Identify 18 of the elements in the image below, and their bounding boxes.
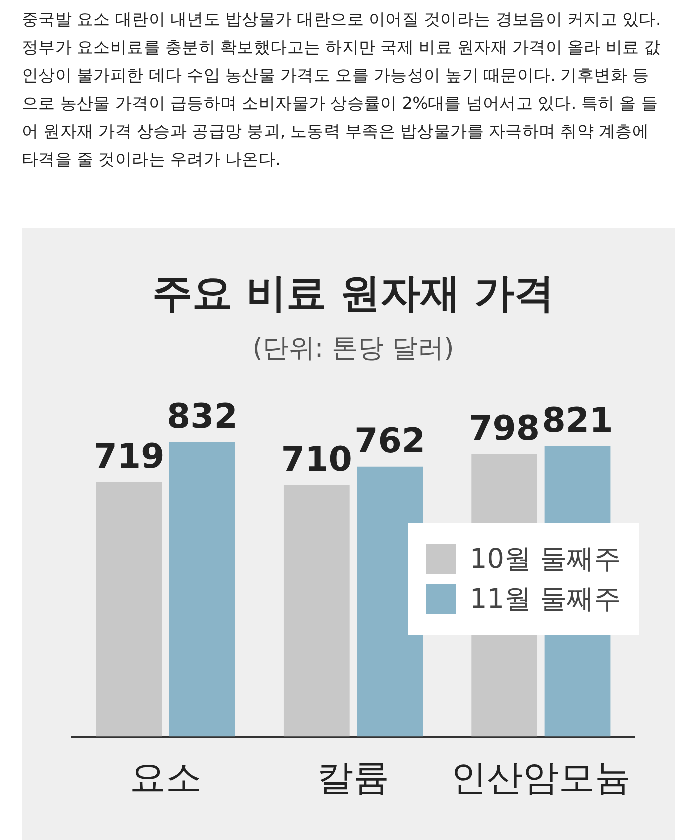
legend-label: 11월 둘째주 [470, 583, 621, 617]
legend-label: 10월 둘째주 [470, 543, 621, 577]
chart-subtitle: (단위: 톤당 달러) [252, 333, 456, 366]
data-label: 832 [166, 396, 238, 437]
data-label: 798 [469, 408, 540, 449]
data-label: 762 [354, 422, 426, 462]
bar [96, 482, 162, 737]
bar [357, 466, 424, 737]
data-label: 710 [281, 440, 352, 480]
bar [284, 485, 350, 737]
text: 중국발 요소 대란이 내년도 밥상물가 대란으로 이어질 것이라는 경보음이 커지고 있다. 정부가 요소비료를 충분히 확보했다고는 하지만 국제 비료 원자재 가격이 올라 비료 값 인상이 불가피한 데다 수입 농산물 가격도 오를 가능성이 높기 때문이다. 기후변화 등으로 농산물 가격이 급등하며 소비자물가 상승률이 2%대를 넘어서고 있다. 특히 올 들어 원자재 가격 상승과 공급망 붕괴, 노동력 부족은 밥상물가를 자극하며 취약 계층에 타격을 줄 것이라는 우려가 나온다. [21, 9, 662, 171]
bar [169, 442, 236, 737]
chart-title: 주요 비료 원자재 가격 [152, 270, 556, 319]
x-tick-label: 인산암모늄 [451, 758, 632, 799]
x-tick-label: 칼륨 [318, 758, 390, 799]
data-label: 719 [94, 436, 165, 477]
x-tick-label: 요소 [130, 758, 202, 799]
data-label: 821 [542, 400, 614, 441]
